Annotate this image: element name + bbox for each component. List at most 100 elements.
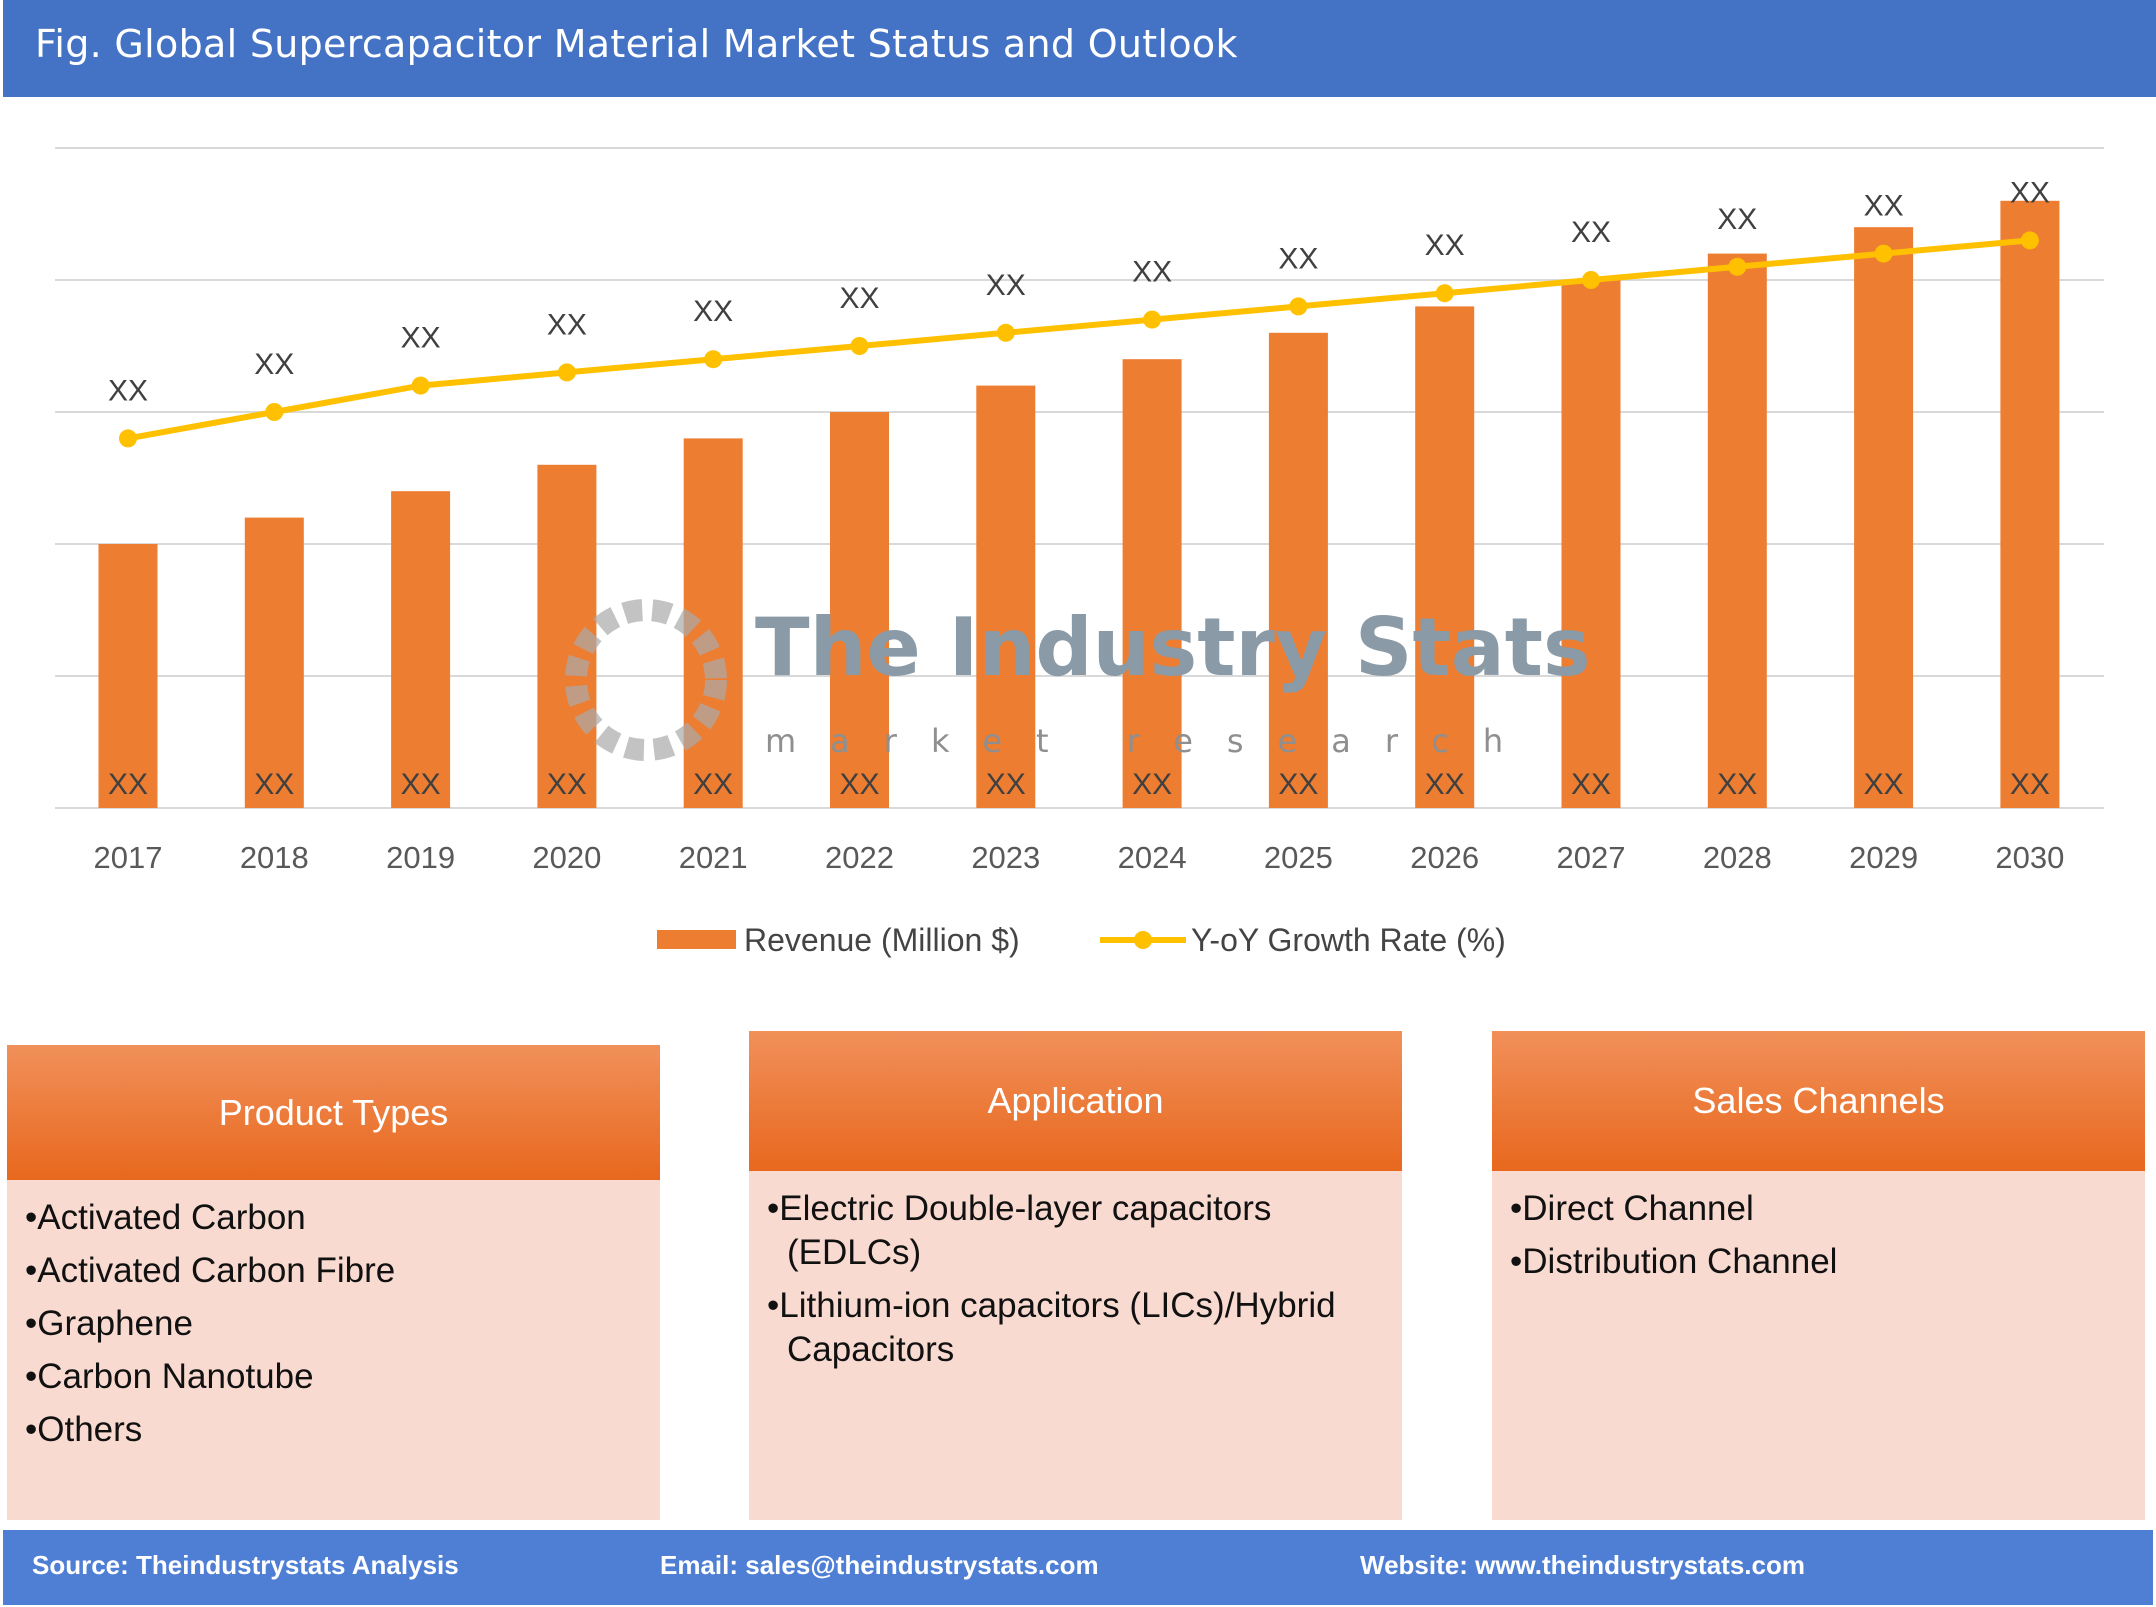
growth-point: [704, 350, 723, 369]
bar-data-label: XX: [1425, 768, 1465, 801]
line-data-label: XX: [1571, 216, 1611, 249]
line-data-label: XX: [1278, 242, 1318, 275]
bar-data-label: XX: [693, 768, 733, 801]
x-tick-label: 2020: [532, 840, 601, 875]
x-tick-label: 2028: [1703, 840, 1772, 875]
revenue-bar: [976, 385, 1036, 808]
growth-point: [1874, 244, 1893, 263]
x-tick-label: 2024: [1118, 840, 1187, 875]
bar-data-label: XX: [401, 768, 441, 801]
product-types-box: Product Types •Activated Carbon •Activat…: [7, 1045, 660, 1520]
list-item: •Activated Carbon Fibre: [25, 1251, 396, 1290]
line-data-label: XX: [1717, 203, 1757, 236]
growth-point: [1435, 284, 1454, 303]
sales-channels-box: Sales Channels •Direct Channel •Distribu…: [1492, 1031, 2145, 1520]
bar-data-label: XX: [1278, 768, 1318, 801]
x-tick-label: 2030: [1995, 840, 2064, 875]
line-data-label: XX: [108, 374, 148, 407]
chart: The Industry Stats market research XX 201…: [55, 147, 2104, 958]
application-header: Application: [749, 1031, 1402, 1171]
revenue-bar: [1122, 359, 1182, 808]
product-types-header: Product Types: [7, 1045, 660, 1180]
watermark: The Industry Stats market research: [565, 599, 1591, 761]
growth-point: [411, 376, 430, 395]
product-types-list: •Activated Carbon •Activated Carbon Fibr…: [7, 1180, 660, 1520]
bar-data-label: XX: [254, 768, 294, 801]
growth-point: [119, 429, 137, 448]
growth-point: [1289, 297, 1308, 316]
revenue-bar: [1415, 306, 1475, 808]
revenue-bar: [1854, 227, 1914, 808]
legend: Revenue (Million $) Y-oY Growth Rate (%): [657, 922, 1506, 958]
legend-revenue-label: Revenue (Million $): [744, 922, 1020, 958]
growth-point: [2020, 231, 2039, 250]
bar-data-label: XX: [2010, 768, 2050, 801]
line-data-label: XX: [547, 308, 587, 341]
bar-data-label: XX: [1717, 768, 1757, 801]
line-data-label: XX: [1864, 190, 1904, 223]
growth-point: [1728, 257, 1747, 276]
bar-data-label: XX: [986, 768, 1026, 801]
list-item: •Electric Double-layer capacitors (EDLCs…: [767, 1189, 1272, 1272]
sales-channels-list: •Direct Channel •Distribution Channel: [1492, 1171, 2145, 1520]
footer-website: Website: www.theindustrystats.com: [1360, 1550, 1805, 1580]
x-tick-label: 2027: [1557, 840, 1626, 875]
x-tick-label: 2025: [1264, 840, 1333, 875]
legend-growth-label: Y-oY Growth Rate (%): [1191, 922, 1506, 958]
application-list: •Electric Double-layer capacitors (EDLCs…: [749, 1171, 1402, 1520]
line-data-label: XX: [693, 295, 733, 328]
bar-data-label: XX: [547, 768, 587, 801]
legend-revenue-swatch: [657, 930, 736, 949]
list-item: •Graphene: [25, 1304, 193, 1343]
list-item: •Direct Channel: [1510, 1189, 1754, 1228]
revenue-bar: [2000, 200, 2060, 809]
footer: Source: Theindustrystats Analysis Email:…: [3, 1530, 2153, 1605]
line-data-label: XX: [839, 282, 879, 315]
revenue-bar: [830, 412, 889, 808]
revenue-bar: [1561, 280, 1621, 808]
line-data-label: XX: [1132, 256, 1172, 289]
footer-email: Email: sales@theindustrystats.com: [660, 1550, 1099, 1580]
line-data-label: XX: [401, 322, 441, 355]
growth-point: [850, 337, 869, 355]
growth-point: [557, 363, 576, 382]
line-data-label: XX: [254, 348, 294, 381]
list-item: •Distribution Channel: [1510, 1242, 1838, 1281]
bar-data-label: XX: [839, 768, 879, 801]
revenue-bar: [1268, 332, 1328, 808]
line-data-label: XX: [986, 269, 1026, 302]
list-item: •Others: [25, 1410, 143, 1449]
watermark-gear-icon: [565, 599, 727, 761]
x-tick-label: 2019: [386, 840, 455, 875]
growth-point: [1582, 271, 1600, 289]
bar-data-label: XX: [108, 768, 148, 801]
revenue-bar: [391, 491, 451, 808]
line-data-label: XX: [2010, 176, 2050, 209]
x-tick-label: 2029: [1849, 840, 1918, 875]
list-item: •Lithium-ion capacitors (LICs)/Hybrid Ca…: [767, 1286, 1336, 1369]
application-box: Application •Electric Double-layer capac…: [749, 1031, 1402, 1520]
title-bar: Fig. Global Supercapacitor Material Mark…: [3, 0, 2156, 97]
x-tick-label: 2023: [971, 840, 1040, 875]
bar-data-label: XX: [1864, 768, 1904, 801]
footer-source: Source: Theindustrystats Analysis: [32, 1550, 459, 1580]
growth-line: [127, 237, 2031, 442]
sales-channels-header: Sales Channels: [1492, 1031, 2145, 1171]
bar-data-label: XX: [1132, 768, 1172, 801]
x-tick-label: 2017: [94, 840, 163, 875]
growth-point: [265, 403, 284, 421]
revenue-bar: [1707, 253, 1767, 809]
legend-growth-marker: [1134, 931, 1152, 949]
bar-data-label: XX: [1571, 768, 1611, 801]
growth-point: [1143, 310, 1162, 329]
growth-point: [996, 323, 1015, 342]
list-item: •Carbon Nanotube: [25, 1357, 314, 1396]
revenue-bar: [244, 517, 304, 808]
line-data-label: XX: [1425, 229, 1465, 262]
x-tick-label: 2022: [825, 840, 894, 875]
x-tick-label: 2026: [1410, 840, 1479, 875]
x-tick-label: 2018: [240, 840, 309, 875]
watermark-name: The Industry Stats: [755, 601, 1591, 694]
page-title: Fig. Global Supercapacitor Material Mark…: [35, 22, 1238, 66]
list-item: •Activated Carbon: [25, 1198, 306, 1237]
